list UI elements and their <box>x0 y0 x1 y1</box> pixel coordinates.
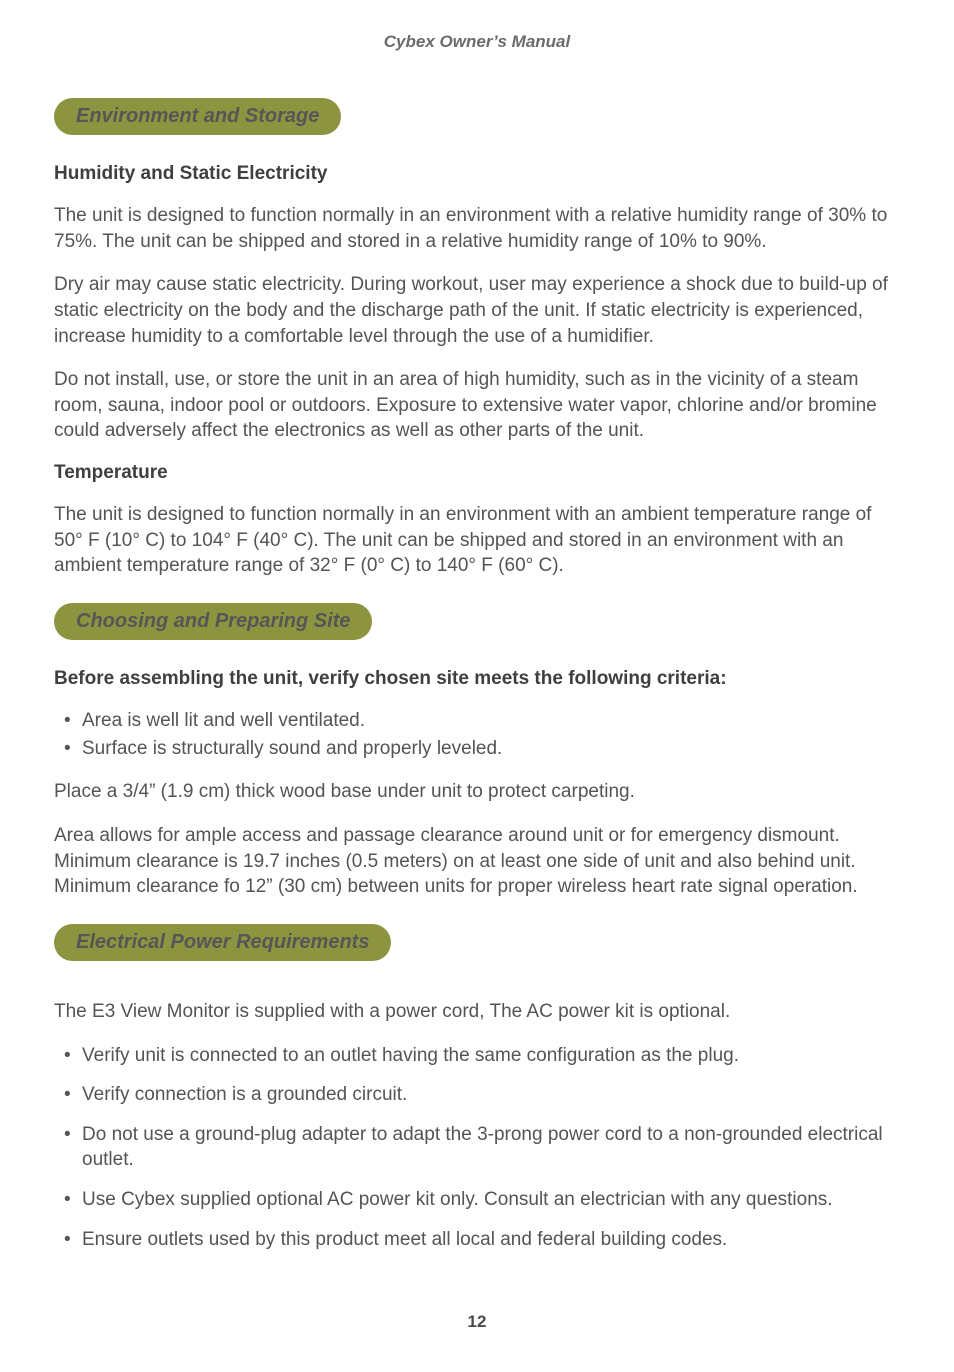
paragraph: Do not install, use, or store the unit i… <box>54 367 900 444</box>
paragraph: Dry air may cause static electricity. Du… <box>54 272 900 349</box>
section-pill-site: Choosing and Preparing Site <box>54 603 372 640</box>
list-item: Ensure outlets used by this product meet… <box>64 1227 900 1253</box>
paragraph: The E3 View Monitor is supplied with a p… <box>54 999 900 1025</box>
list-item: Use Cybex supplied optional AC power kit… <box>64 1187 900 1213</box>
paragraph: The unit is designed to function normall… <box>54 203 900 254</box>
site-bullet-list: Area is well lit and well ventilated. Su… <box>54 708 900 761</box>
power-bullet-list: Verify unit is connected to an outlet ha… <box>54 1043 900 1253</box>
subheading-humidity: Humidity and Static Electricity <box>54 163 900 185</box>
paragraph: Place a 3/4” (1.9 cm) thick wood base un… <box>54 779 900 805</box>
section-pill-environment: Environment and Storage <box>54 98 341 135</box>
list-item: Verify unit is connected to an outlet ha… <box>64 1043 900 1069</box>
list-item: Verify connection is a grounded circuit. <box>64 1082 900 1108</box>
list-item: Surface is structurally sound and proper… <box>64 736 900 762</box>
section-pill-power: Electrical Power Requirements <box>54 924 391 961</box>
paragraph: The unit is designed to function normall… <box>54 502 900 579</box>
subheading-site-lead: Before assembling the unit, verify chose… <box>54 668 900 690</box>
list-item: Do not use a ground-plug adapter to adap… <box>64 1122 900 1173</box>
list-item: Area is well lit and well ventilated. <box>64 708 900 734</box>
page-header: Cybex Owner’s Manual <box>54 32 900 52</box>
paragraph: Area allows for ample access and passage… <box>54 823 900 900</box>
subheading-temperature: Temperature <box>54 462 900 484</box>
page-number: 12 <box>54 1312 900 1332</box>
